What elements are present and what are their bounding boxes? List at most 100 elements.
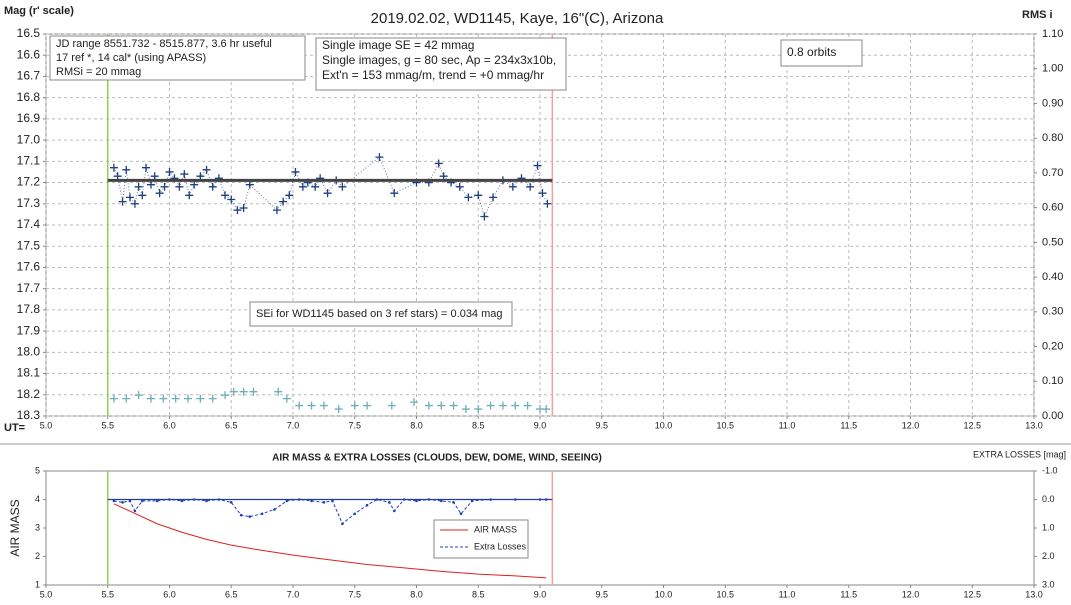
y2-tick-label: 3.0 <box>1042 579 1055 589</box>
plus-marker <box>125 193 134 202</box>
y-tick-label: 17.0 <box>17 132 41 146</box>
y-axis-label: Mag (r' scale) <box>4 5 74 17</box>
plus-marker <box>196 394 205 403</box>
plus-marker <box>146 394 155 403</box>
x-tick-label: 8.0 <box>410 589 423 599</box>
y-tick-label: 18.3 <box>17 408 41 422</box>
x-tick-label: 8.5 <box>472 589 485 599</box>
x-tick-label: 13.0 <box>1025 589 1043 599</box>
x-tick-label: 6.0 <box>163 589 176 599</box>
y-tick-label: 16.5 <box>17 26 41 40</box>
plus-marker <box>282 394 291 403</box>
annotation-box <box>780 39 863 67</box>
plus-marker <box>424 401 433 410</box>
plus-marker <box>233 206 242 215</box>
y2-tick-label: 1.00 <box>1042 63 1063 75</box>
plus-marker <box>307 401 316 410</box>
dot-marker <box>470 499 474 503</box>
plus-marker <box>311 182 320 191</box>
plus-marker <box>245 180 254 189</box>
plus-marker <box>184 394 193 403</box>
plus-marker <box>526 182 535 191</box>
plus-marker <box>122 394 131 403</box>
plus-marker <box>390 189 399 198</box>
plus-marker <box>109 394 118 403</box>
x-tick-label: 10.5 <box>716 420 734 430</box>
y2-tick-label: 0.90 <box>1042 97 1063 109</box>
x-tick-label: 10.0 <box>655 420 673 430</box>
annotation-text: RMSi = 20 mmag <box>56 66 141 78</box>
plus-marker <box>227 195 236 204</box>
annotation-box <box>249 301 513 327</box>
y2-tick-label: 0.10 <box>1042 375 1063 387</box>
dot-marker <box>375 498 379 501</box>
plus-marker <box>523 401 532 410</box>
plus-marker <box>480 212 489 221</box>
dot-marker <box>310 499 313 503</box>
x-tick-label: 5.5 <box>101 589 114 599</box>
x-tick-label: 6.5 <box>225 589 238 599</box>
dot-marker <box>514 498 517 501</box>
x-tick-label: 12.5 <box>963 420 981 430</box>
dot-marker <box>128 499 132 503</box>
plus-marker <box>375 153 384 162</box>
y2-axis-label: RMS i <box>1022 9 1053 21</box>
x-tick-label: 5.5 <box>101 420 114 430</box>
dot-marker <box>285 499 289 503</box>
plus-marker <box>122 165 131 174</box>
plus-marker <box>434 159 443 168</box>
annotation-text: 17 ref *, 14 cal* (using APASS) <box>56 52 206 64</box>
plus-marker <box>291 167 300 176</box>
y-tick-label: 17.6 <box>17 260 41 274</box>
plus-marker <box>134 182 143 191</box>
y2-tick-label: 0.50 <box>1042 236 1063 248</box>
plus-marker <box>272 206 281 215</box>
plus-marker <box>350 401 359 410</box>
y-tick-label: 16.9 <box>17 111 41 125</box>
plus-marker <box>239 204 248 213</box>
legend-box <box>433 519 529 559</box>
annotation-text: JD range 8551.732 - 8515.877, 3.6 hr use… <box>56 38 272 50</box>
dot-marker <box>260 512 264 516</box>
y-tick-label: 18.0 <box>17 345 41 359</box>
plus-marker <box>180 170 189 179</box>
annotation-text: Single images, g = 80 sec, Ap = 234x3x10… <box>322 53 556 67</box>
plus-marker <box>202 165 211 174</box>
x-tick-label: 5.0 <box>40 420 53 430</box>
x-tick-label: 10.5 <box>716 589 734 599</box>
plus-marker <box>437 401 446 410</box>
y2-tick-label: 0.30 <box>1042 306 1063 318</box>
plus-marker <box>334 405 343 414</box>
plus-marker <box>113 172 122 181</box>
y-tick-label: 17.1 <box>17 154 41 168</box>
x-tick-label: 11.5 <box>840 420 857 430</box>
x-tick-label: 10.0 <box>655 589 673 599</box>
y2-tick-label: -1.0 <box>1042 465 1058 475</box>
plus-marker <box>274 387 283 396</box>
y2-tick-label: 1.10 <box>1042 28 1063 40</box>
dot-marker <box>217 498 221 501</box>
plus-marker <box>185 191 194 200</box>
plus-marker <box>160 182 169 191</box>
annotation-text: 0.8 orbits <box>787 45 836 59</box>
plus-marker <box>387 401 396 410</box>
y2-tick-label: 2.0 <box>1042 551 1055 561</box>
dot-marker <box>168 498 171 501</box>
plus-marker <box>150 172 159 181</box>
dot-marker <box>392 509 396 513</box>
dot-marker <box>141 499 144 503</box>
plus-marker <box>159 394 168 403</box>
dot-marker <box>402 498 406 501</box>
y2-tick-label: 1.0 <box>1042 522 1055 532</box>
annotation-text: SEi for WD1145 based on 3 ref stars) = 0… <box>256 308 503 320</box>
plus-marker <box>542 405 551 414</box>
annotation-text: Ext'n = 153 mmag/m, trend = +0 mmag/hr <box>322 68 544 82</box>
dot-marker <box>452 501 455 504</box>
y-tick-label: 17.7 <box>17 281 41 295</box>
y2-tick-label: 0.40 <box>1042 271 1063 283</box>
plus-marker <box>498 401 507 410</box>
legend-label: Extra Losses <box>474 541 527 551</box>
plus-marker <box>323 189 332 198</box>
y-tick-label: 2 <box>35 551 40 561</box>
